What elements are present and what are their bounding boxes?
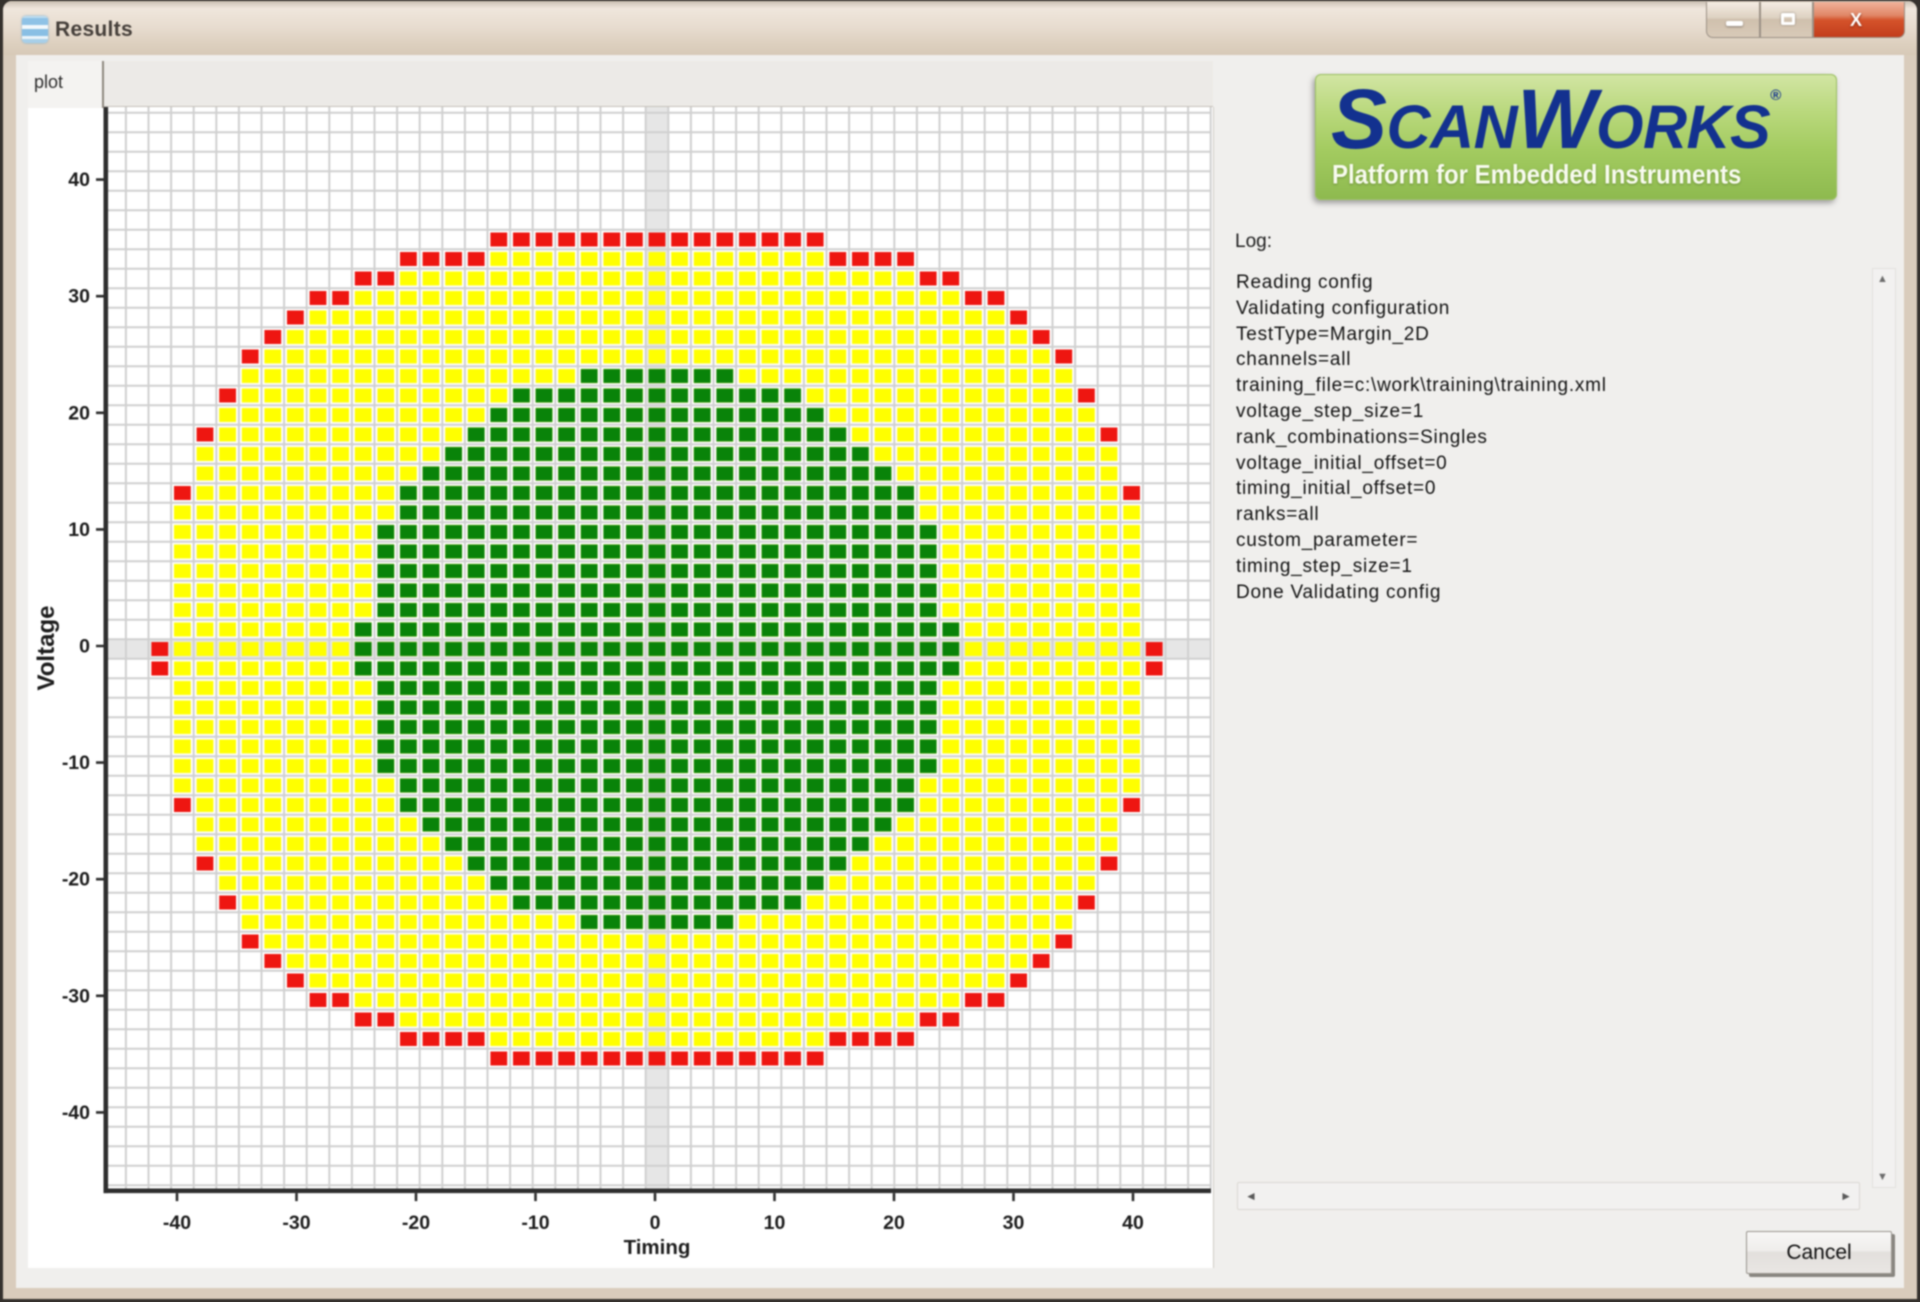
svg-text:20: 20 (883, 1212, 905, 1234)
svg-text:30: 30 (68, 286, 90, 308)
svg-text:-20: -20 (62, 869, 90, 891)
svg-text:-40: -40 (163, 1212, 191, 1234)
svg-text:Timing: Timing (624, 1236, 691, 1259)
svg-text:40: 40 (1122, 1212, 1144, 1234)
svg-text:20: 20 (68, 402, 90, 424)
svg-text:10: 10 (68, 519, 90, 541)
svg-text:10: 10 (764, 1212, 786, 1234)
svg-text:-30: -30 (62, 985, 90, 1007)
svg-text:40: 40 (68, 169, 90, 191)
svg-text:-10: -10 (521, 1212, 549, 1234)
svg-text:-40: -40 (62, 1102, 90, 1124)
svg-text:0: 0 (650, 1212, 661, 1234)
svg-text:30: 30 (1003, 1212, 1025, 1234)
svg-text:-20: -20 (402, 1212, 430, 1234)
svg-text:-30: -30 (282, 1212, 310, 1234)
svg-text:-10: -10 (62, 752, 90, 774)
svg-text:Voltage: Voltage (33, 606, 60, 691)
svg-text:0: 0 (79, 636, 90, 658)
